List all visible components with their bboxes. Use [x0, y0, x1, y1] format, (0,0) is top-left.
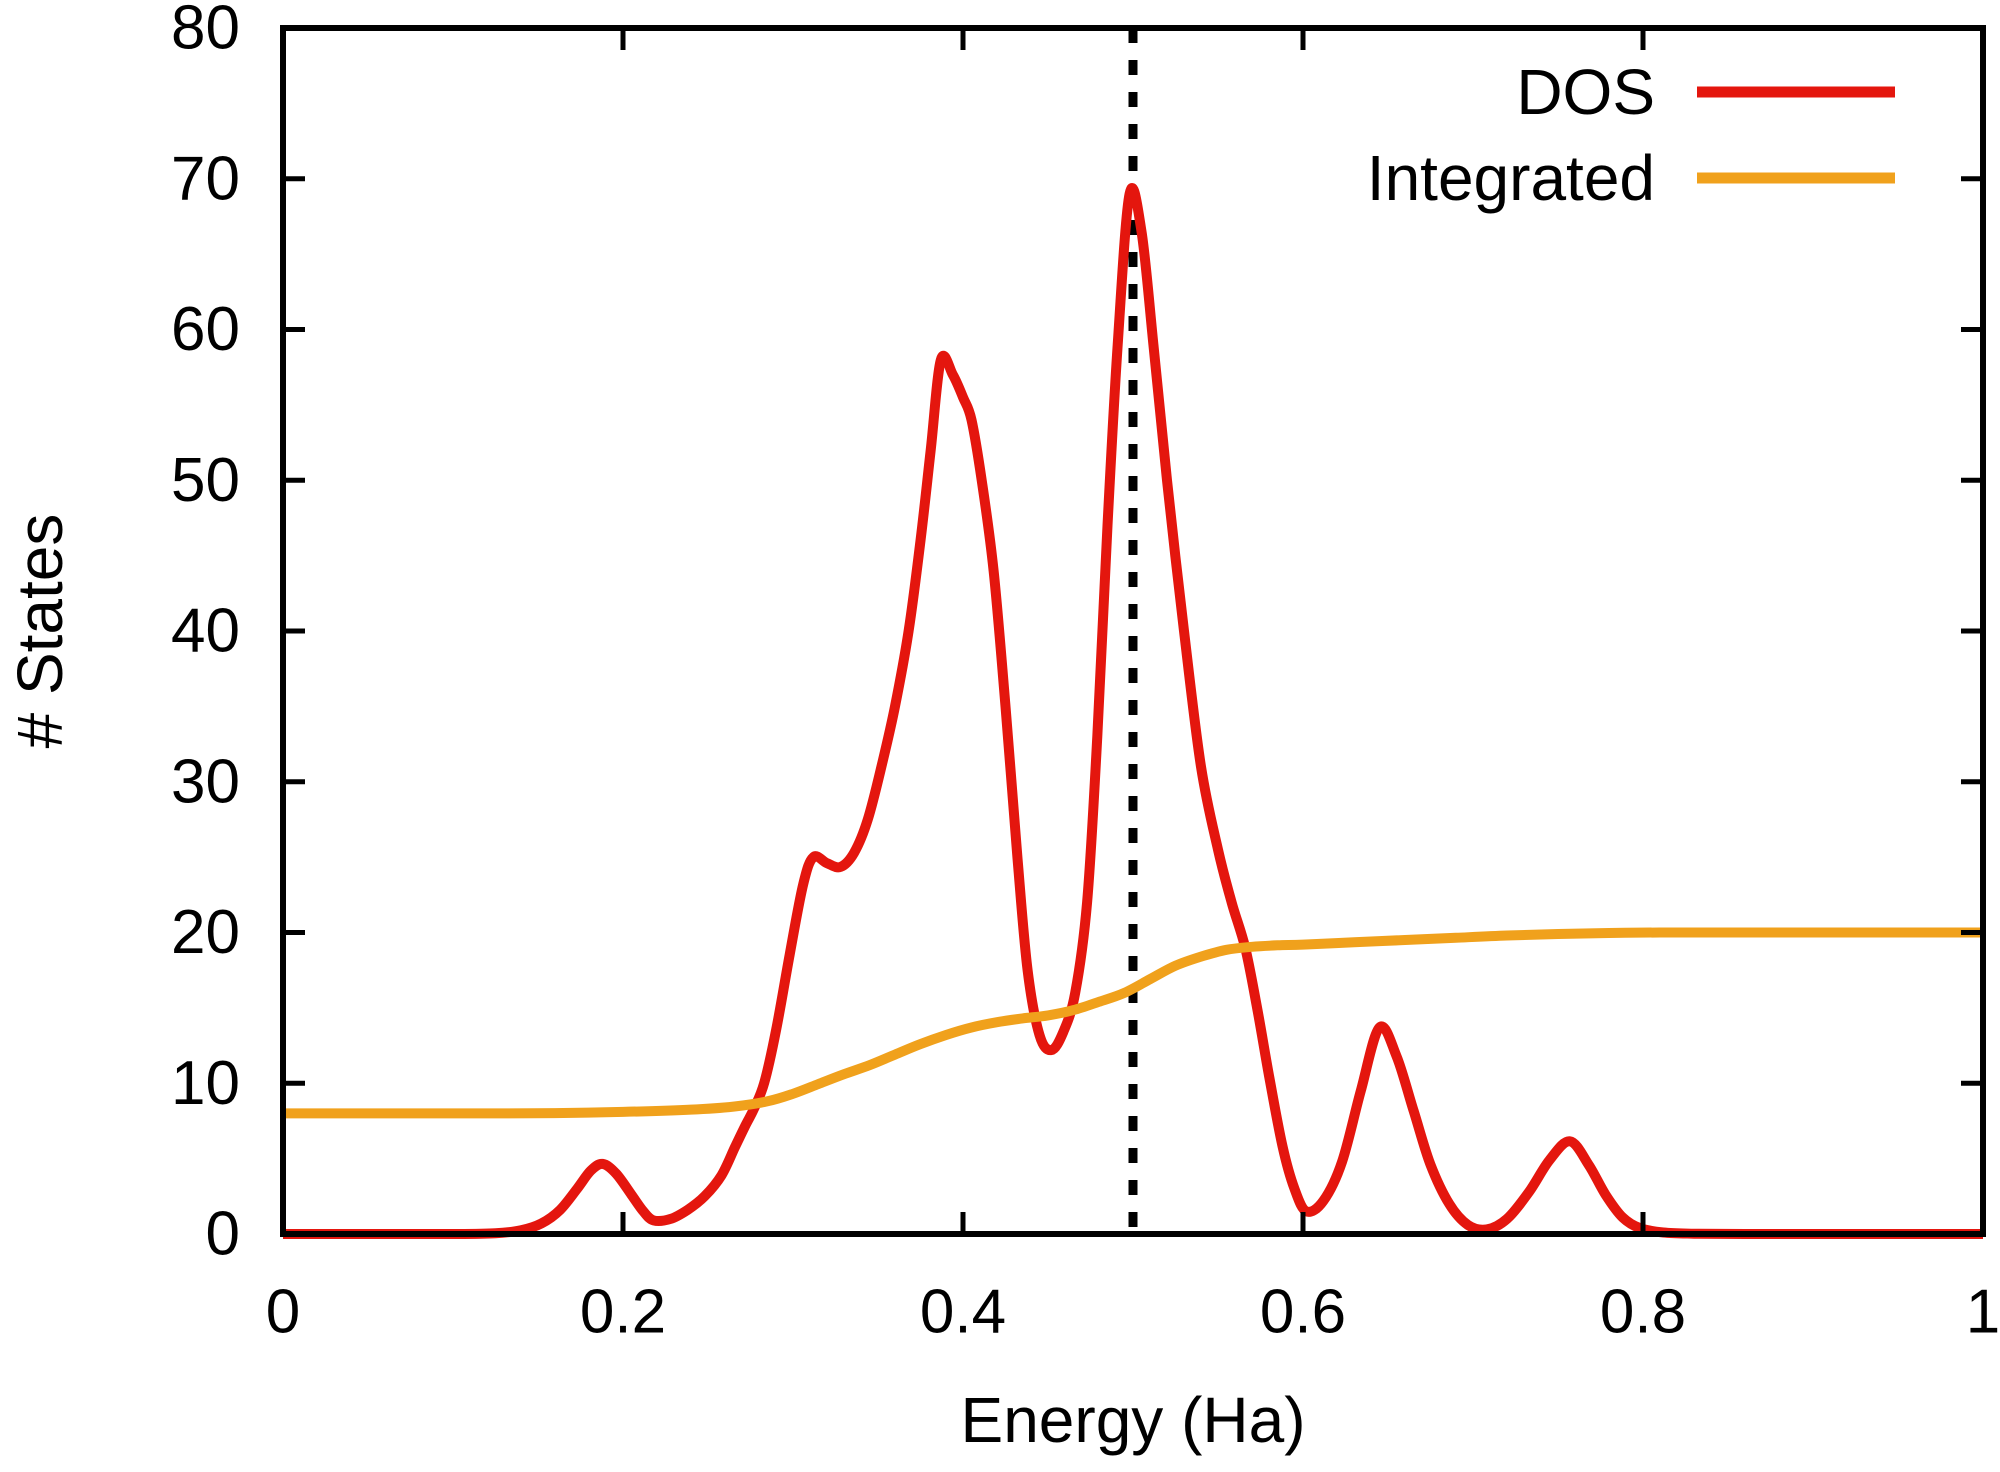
y-tick-label: 30: [171, 747, 240, 816]
y-tick-label: 40: [171, 597, 240, 666]
x-tick-label: 0.8: [1600, 1278, 1686, 1347]
x-tick-label: 0.6: [1260, 1278, 1346, 1347]
x-tick-label: 0: [266, 1278, 300, 1347]
curve-dos: [283, 183, 1983, 1240]
y-tick-label: 10: [171, 1049, 240, 1118]
legend-label-integrated: Integrated: [1367, 142, 1655, 214]
y-tick-label: 60: [171, 295, 240, 364]
y-tick-label: 20: [171, 898, 240, 967]
y-tick-label: 80: [171, 0, 240, 63]
x-axis-title: Energy (Ha): [961, 1384, 1306, 1456]
curve-integrated: [283, 927, 1983, 1119]
legend: DOS Integrated: [1367, 56, 1895, 214]
y-axis-title: # States: [4, 514, 76, 749]
x-tick-label: 1: [1966, 1278, 2000, 1347]
x-tick-label: 0.4: [920, 1278, 1006, 1347]
x-tick-label: 0.2: [580, 1278, 666, 1347]
y-tick-label: 0: [206, 1200, 240, 1269]
y-tick-label: 70: [171, 144, 240, 213]
y-tick-label: 50: [171, 446, 240, 515]
legend-label-dos: DOS: [1516, 56, 1655, 128]
